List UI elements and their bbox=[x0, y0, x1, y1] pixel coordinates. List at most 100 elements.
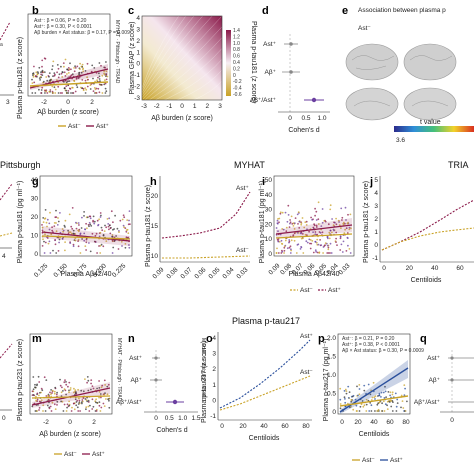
scatter-point bbox=[276, 247, 278, 250]
scatter-point bbox=[48, 75, 50, 78]
scatter-point bbox=[101, 92, 104, 94]
scatter-point bbox=[67, 67, 70, 69]
scatter-point bbox=[46, 404, 49, 407]
y-tick-label: 0 bbox=[212, 397, 216, 404]
scatter-point bbox=[351, 395, 354, 398]
scatter-point bbox=[74, 90, 77, 93]
scatter-point bbox=[117, 248, 120, 250]
scatter-point bbox=[356, 410, 358, 412]
scatter-point bbox=[308, 230, 310, 233]
panel-m-xtick: 2 bbox=[92, 419, 96, 426]
colorbar-tick-label: -0.6 bbox=[233, 92, 242, 98]
panel-c-xlabel: Aβ burden (z score) bbox=[151, 115, 213, 122]
scatter-point bbox=[89, 217, 92, 220]
scatter-point bbox=[123, 216, 126, 219]
scatter-point bbox=[87, 223, 90, 226]
scatter-point bbox=[38, 88, 40, 91]
scatter-point bbox=[108, 217, 111, 220]
scatter-point bbox=[318, 231, 321, 233]
scatter-point bbox=[106, 393, 109, 396]
scatter-point bbox=[34, 383, 36, 386]
scatter-point bbox=[64, 379, 66, 381]
scatter-point bbox=[35, 75, 37, 77]
scatter-point bbox=[100, 396, 102, 399]
scatter-point bbox=[106, 385, 109, 388]
scatter-point bbox=[75, 84, 78, 86]
scatter-point bbox=[92, 405, 95, 408]
scatter-point bbox=[48, 79, 51, 82]
scatter-point bbox=[310, 216, 312, 219]
scatter-point bbox=[80, 389, 83, 392]
scatter-point bbox=[301, 217, 304, 219]
scatter-point bbox=[100, 83, 102, 86]
scatter-point bbox=[85, 249, 87, 251]
scatter-point bbox=[94, 240, 97, 243]
scatter-point bbox=[88, 221, 91, 224]
scatter-point bbox=[300, 246, 302, 248]
scatter-point bbox=[38, 77, 41, 79]
panel-i-ast-pos-line bbox=[275, 224, 353, 235]
scatter-point bbox=[86, 227, 88, 230]
scatter-point bbox=[98, 390, 101, 393]
scatter-point bbox=[104, 66, 106, 69]
y-tick-label: 3 bbox=[212, 351, 216, 358]
y-tick-label: 2 bbox=[374, 216, 378, 223]
scatter-point bbox=[78, 73, 80, 76]
scatter-point bbox=[97, 87, 100, 90]
scatter-point bbox=[317, 218, 320, 221]
scatter-point bbox=[44, 92, 46, 94]
scatter-point bbox=[89, 84, 92, 86]
scatter-point bbox=[124, 243, 127, 245]
x-tick-label: 0.08 bbox=[166, 266, 180, 280]
scatter-point bbox=[90, 225, 93, 227]
scatter-point bbox=[115, 235, 117, 237]
scatter-point bbox=[79, 252, 82, 254]
scatter-point bbox=[48, 228, 51, 231]
scatter-point bbox=[316, 233, 318, 236]
scatter-point bbox=[81, 399, 84, 401]
scatter-point bbox=[329, 204, 332, 207]
panel-f-partial: 4 bbox=[0, 183, 13, 260]
scatter-point bbox=[53, 403, 56, 406]
scatter-point bbox=[346, 232, 349, 234]
scatter-point bbox=[66, 73, 68, 75]
y-tick-label: 1 bbox=[212, 382, 216, 389]
scatter-point bbox=[81, 238, 83, 240]
scatter-point bbox=[47, 395, 49, 398]
scatter-point bbox=[99, 216, 102, 218]
scatter-point bbox=[53, 86, 56, 89]
scatter-point bbox=[123, 226, 125, 229]
scatter-point bbox=[51, 226, 53, 229]
panel-b: b Plasma p-tau181 (z score) Ast⁻: β = 0.… bbox=[17, 5, 130, 130]
scatter-point bbox=[73, 70, 76, 73]
legend-ast-pos: Ast⁺ bbox=[328, 287, 341, 294]
scatter-point bbox=[56, 79, 58, 81]
panel-q-row-ast: Ast⁺ bbox=[427, 355, 440, 362]
scatter-point bbox=[50, 233, 53, 236]
scatter-point bbox=[93, 87, 96, 89]
scatter-point bbox=[86, 76, 88, 79]
scatter-point bbox=[341, 219, 343, 221]
scatter-point bbox=[54, 88, 57, 91]
scatter-point bbox=[111, 234, 114, 236]
scatter-point bbox=[344, 222, 346, 225]
panel-n-row-ast: Ast⁺ bbox=[129, 355, 142, 362]
scatter-point bbox=[77, 403, 80, 405]
scatter-point bbox=[102, 245, 105, 248]
panel-d-xtick: 1.0 bbox=[317, 115, 326, 122]
scatter-point bbox=[41, 226, 44, 229]
scatter-point bbox=[345, 392, 348, 395]
scatter-point bbox=[65, 85, 68, 87]
scatter-point bbox=[72, 229, 75, 232]
scatter-point bbox=[98, 218, 100, 221]
panel-p-xlabel: Centiloids bbox=[359, 431, 390, 438]
scatter-point bbox=[37, 375, 40, 378]
scatter-point bbox=[109, 227, 112, 230]
scatter-point bbox=[32, 76, 35, 78]
scatter-point bbox=[327, 252, 330, 254]
x-tick-label: 80 bbox=[302, 423, 310, 430]
scatter-point bbox=[309, 242, 311, 245]
scatter-point bbox=[286, 247, 289, 250]
scatter-point bbox=[48, 222, 51, 225]
scatter-point bbox=[289, 219, 291, 221]
